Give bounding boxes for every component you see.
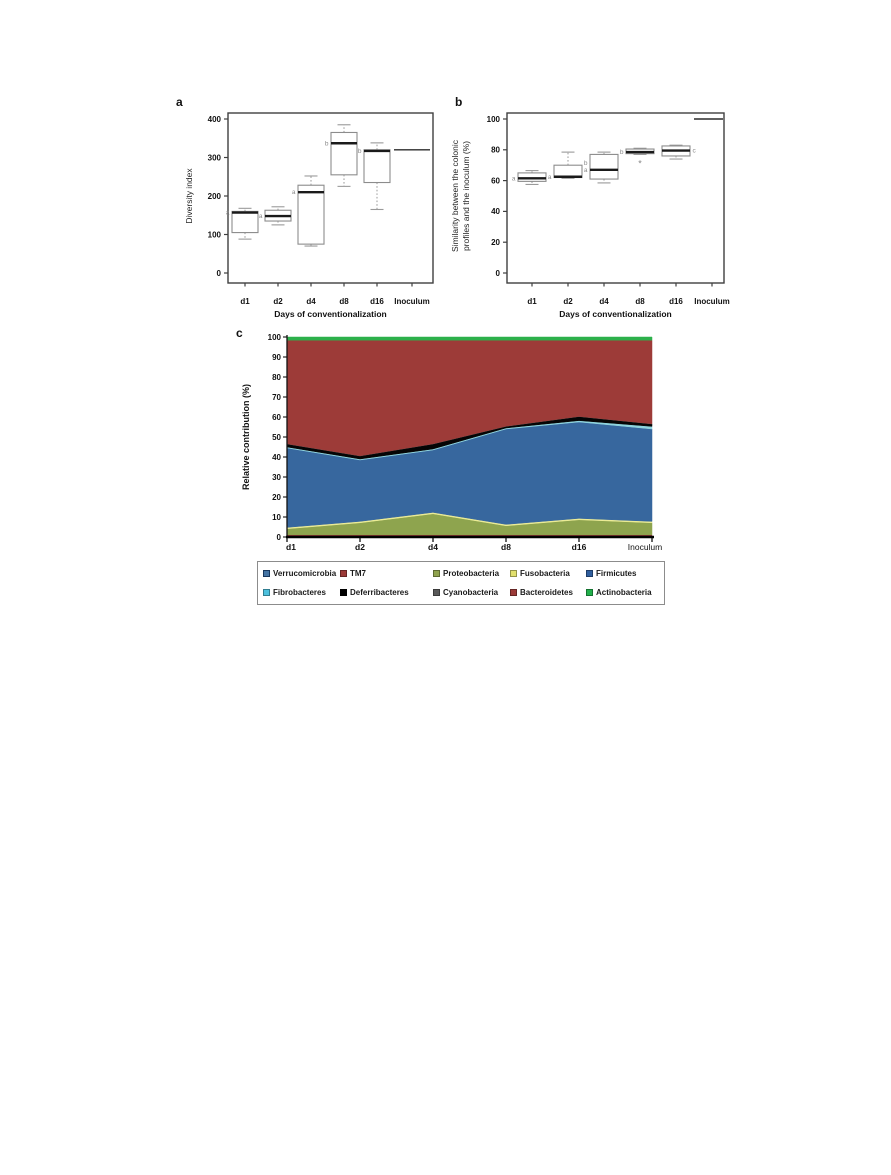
svg-text:50: 50 — [272, 433, 281, 442]
svg-text:d2: d2 — [355, 542, 365, 552]
svg-text:20: 20 — [491, 238, 500, 247]
cyanobacteria-swatch-icon — [433, 589, 440, 596]
svg-text:d1: d1 — [286, 542, 296, 552]
svg-text:a: a — [548, 174, 552, 181]
svg-text:0: 0 — [277, 533, 282, 542]
panel-c-label: c — [236, 326, 243, 340]
svg-text:Days of conventionalization: Days of conventionalization — [274, 309, 386, 319]
diversity-index-boxplot: 0 100 200 300 400 d1 d2 d4 d8 d16 Inoculum Days of … — [184, 112, 434, 319]
legend-item-deferribacteres: Deferribacteres — [340, 588, 433, 597]
svg-text:d4: d4 — [306, 297, 316, 306]
svg-text:0: 0 — [217, 269, 222, 278]
svg-text:b: b — [584, 160, 588, 167]
svg-text:Days of conventionalization: Days of conventionalization — [559, 309, 671, 319]
legend-label: Cyanobacteria — [443, 588, 499, 597]
svg-text:100: 100 — [208, 230, 222, 239]
legend-label: TM7 — [350, 569, 366, 578]
svg-text:300: 300 — [208, 153, 222, 162]
svg-text:100: 100 — [268, 333, 282, 342]
legend-item-actinobacteria: Actinobacteria — [586, 588, 659, 597]
bacteroidetes-swatch-icon — [510, 589, 517, 596]
svg-text:400: 400 — [208, 115, 222, 124]
svg-text:d2: d2 — [273, 297, 283, 306]
svg-text:Inoculum: Inoculum — [394, 297, 430, 306]
svg-text:b: b — [325, 140, 329, 147]
svg-text:Similarity between the colonic: Similarity between the colonic — [450, 139, 460, 252]
phyla-legend: Verrucomicrobia TM7 Proteobacteria Fusob… — [257, 561, 665, 605]
svg-text:10: 10 — [272, 513, 281, 522]
svg-text:a: a — [226, 210, 230, 217]
svg-text:60: 60 — [491, 176, 500, 185]
legend-label: Verrucomicrobia — [273, 569, 337, 578]
panel-a-label: a — [176, 95, 183, 109]
relative-contribution-stacked-area: 0 10 20 30 40 50 60 70 80 90 100 d1 d2 d4 d8 d16 Inoculu… — [241, 333, 663, 552]
firmicutes-swatch-icon — [586, 570, 593, 577]
svg-text:profiles and the inoculum (%): profiles and the inoculum (%) — [461, 141, 471, 251]
svg-text:d4: d4 — [428, 542, 438, 552]
svg-text:*: * — [638, 159, 642, 169]
svg-text:d8: d8 — [635, 297, 645, 306]
svg-text:30: 30 — [272, 473, 281, 482]
tm7-swatch-icon — [340, 570, 347, 577]
proteobacteria-swatch-icon — [433, 570, 440, 577]
legend-label: Fibrobacteres — [273, 588, 326, 597]
svg-text:80: 80 — [491, 146, 500, 155]
fibrobacteres-swatch-icon — [263, 589, 270, 596]
svg-text:40: 40 — [491, 207, 500, 216]
legend-item-cyanobacteria: Cyanobacteria — [433, 588, 510, 597]
svg-text:60: 60 — [272, 413, 281, 422]
legend-item-fibrobacteres: Fibrobacteres — [263, 588, 340, 597]
svg-text:d2: d2 — [563, 297, 573, 306]
svg-text:d4: d4 — [599, 297, 609, 306]
svg-text:70: 70 — [272, 393, 281, 402]
legend-item-firmicutes: Firmicutes — [586, 569, 659, 578]
svg-text:d16: d16 — [669, 297, 683, 306]
legend-label: Deferribacteres — [350, 588, 409, 597]
svg-text:d16: d16 — [572, 542, 587, 552]
svg-text:Inoculum: Inoculum — [694, 297, 730, 306]
svg-text:d16: d16 — [370, 297, 384, 306]
svg-text:40: 40 — [272, 453, 281, 462]
legend-item-tm7: TM7 — [340, 569, 433, 578]
legend-label: Actinobacteria — [596, 588, 652, 597]
verrucomicrobia-swatch-icon — [263, 570, 270, 577]
fusobacteria-swatch-icon — [510, 570, 517, 577]
actinobacteria-swatch-icon — [586, 589, 593, 596]
legend-item-proteobacteria: Proteobacteria — [433, 569, 510, 578]
legend-item-fusobacteria: Fusobacteria — [510, 569, 586, 578]
svg-text:20: 20 — [272, 493, 281, 502]
svg-text:a: a — [584, 167, 588, 174]
similarity-boxplot: 0 20 40 60 80 100 d1 d2 d4 d8 d16 Inoculum Days of c… — [450, 112, 730, 319]
legend-label: Firmicutes — [596, 569, 637, 578]
svg-text:0: 0 — [496, 269, 501, 278]
svg-text:b: b — [620, 149, 624, 156]
legend-label: Fusobacteria — [520, 569, 570, 578]
svg-text:200: 200 — [208, 192, 222, 201]
svg-text:Relative contribution (%): Relative contribution (%) — [241, 384, 251, 490]
legend-label: Bacteroidetes — [520, 588, 573, 597]
svg-text:d8: d8 — [339, 297, 349, 306]
svg-text:b: b — [358, 148, 362, 155]
panel-b-label: b — [455, 95, 463, 109]
svg-text:90: 90 — [272, 353, 281, 362]
svg-text:100: 100 — [487, 115, 501, 124]
deferribacteres-swatch-icon — [340, 589, 347, 596]
svg-text:d1: d1 — [240, 297, 250, 306]
svg-text:a: a — [259, 213, 263, 220]
svg-text:80: 80 — [272, 373, 281, 382]
legend-item-verrucomicrobia: Verrucomicrobia — [263, 569, 340, 578]
legend-label: Proteobacteria — [443, 569, 500, 578]
svg-text:d8: d8 — [501, 542, 511, 552]
legend-item-bacteroidetes: Bacteroidetes — [510, 588, 586, 597]
svg-text:d1: d1 — [527, 297, 537, 306]
svg-text:a: a — [292, 189, 296, 196]
svg-text:c: c — [693, 148, 697, 155]
svg-text:Diversity index: Diversity index — [184, 168, 194, 224]
svg-text:Inoculum: Inoculum — [628, 542, 663, 552]
svg-text:a: a — [512, 175, 516, 182]
